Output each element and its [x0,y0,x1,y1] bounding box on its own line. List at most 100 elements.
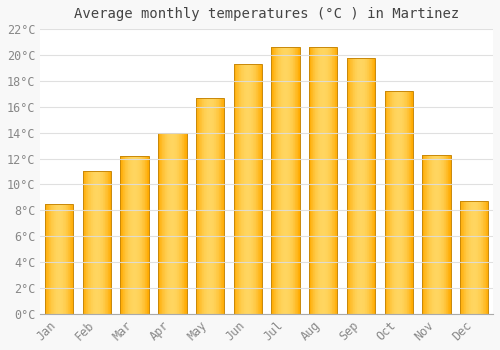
Bar [70,204,71,314]
Bar [474,201,475,314]
Bar [242,64,243,314]
Bar [95,172,96,314]
Bar [101,172,102,314]
Bar [169,133,170,314]
Bar [206,98,208,314]
Bar [54,204,55,314]
Bar [365,57,366,314]
Bar [402,91,403,314]
Bar [412,91,413,314]
Bar [405,91,406,314]
Bar [243,64,244,314]
Bar [164,133,166,314]
Bar [466,201,467,314]
Bar [476,201,477,314]
Bar [392,91,393,314]
Bar [178,133,180,314]
Bar [128,156,129,314]
Bar [124,156,126,314]
Bar [272,47,273,314]
Bar [176,133,178,314]
Bar [260,64,262,314]
Bar [406,91,407,314]
Bar [140,156,141,314]
Bar [274,47,275,314]
Bar [120,156,149,314]
Bar [435,155,436,314]
Bar [316,47,317,314]
Bar [85,172,86,314]
Bar [390,91,391,314]
Bar [394,91,395,314]
Bar [120,156,121,314]
Bar [484,201,485,314]
Bar [126,156,127,314]
Bar [331,47,332,314]
Bar [279,47,280,314]
Bar [136,156,137,314]
Bar [462,201,463,314]
Bar [222,98,223,314]
Bar [404,91,405,314]
Bar [463,201,464,314]
Bar [100,172,101,314]
Bar [354,57,356,314]
Bar [368,57,369,314]
Bar [53,204,54,314]
Bar [373,57,374,314]
Bar [372,57,373,314]
Bar [327,47,328,314]
Bar [134,156,136,314]
Bar [246,64,247,314]
Bar [170,133,171,314]
Bar [297,47,298,314]
Bar [384,91,413,314]
Bar [442,155,443,314]
Bar [280,47,281,314]
Bar [434,155,435,314]
Bar [46,204,47,314]
Bar [223,98,224,314]
Bar [350,57,351,314]
Bar [137,156,138,314]
Bar [470,201,472,314]
Bar [83,172,84,314]
Bar [234,64,235,314]
Bar [366,57,368,314]
Bar [370,57,371,314]
Bar [72,204,74,314]
Bar [296,47,297,314]
Bar [133,156,134,314]
Bar [487,201,488,314]
Bar [220,98,222,314]
Bar [173,133,174,314]
Bar [317,47,318,314]
Bar [122,156,124,314]
Bar [199,98,200,314]
Bar [389,91,390,314]
Bar [424,155,425,314]
Bar [277,47,278,314]
Bar [180,133,181,314]
Bar [129,156,130,314]
Bar [428,155,430,314]
Bar [430,155,431,314]
Bar [98,172,99,314]
Bar [472,201,473,314]
Bar [257,64,258,314]
Bar [288,47,289,314]
Bar [287,47,288,314]
Bar [139,156,140,314]
Bar [259,64,260,314]
Bar [249,64,250,314]
Bar [398,91,400,314]
Bar [291,47,292,314]
Bar [202,98,203,314]
Bar [312,47,314,314]
Bar [464,201,465,314]
Bar [363,57,364,314]
Bar [174,133,175,314]
Bar [361,57,362,314]
Bar [198,98,199,314]
Bar [443,155,444,314]
